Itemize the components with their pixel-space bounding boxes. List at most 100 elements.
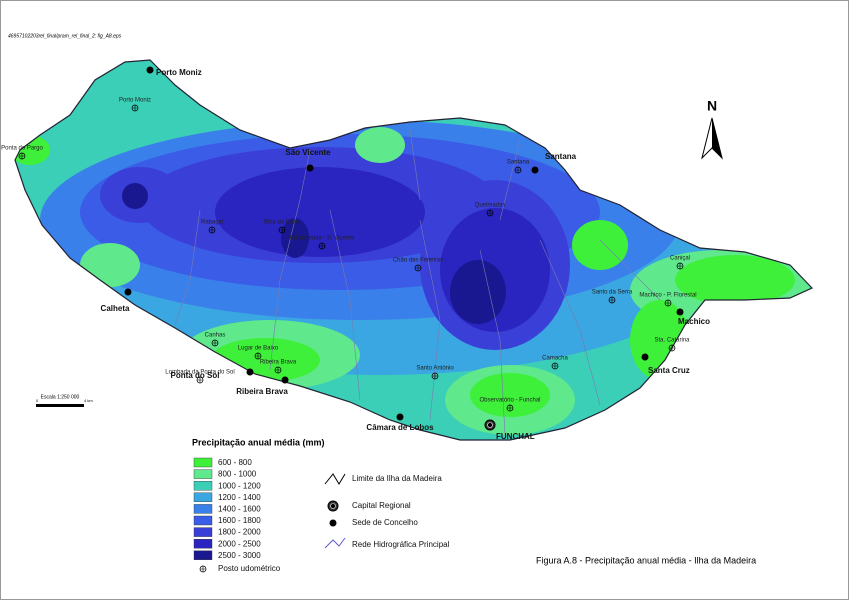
rivers	[174, 129, 661, 436]
station-label: Ponta do Pargo	[1, 146, 43, 152]
legend-label: 1800 - 2000	[218, 528, 261, 537]
station-label: Santo da Serra	[592, 290, 633, 296]
legend-swatch	[193, 504, 213, 514]
north-label: N	[707, 98, 717, 114]
town-marker	[641, 353, 649, 361]
legend-swatch	[193, 481, 213, 491]
station-label: Chão das Feiteiras	[393, 258, 443, 264]
station-marker	[432, 373, 438, 379]
station-label: Lugar de Baixo	[238, 346, 279, 352]
station-label: Ribeira Brava	[260, 360, 297, 366]
zone	[470, 373, 550, 417]
town-marker	[396, 413, 404, 421]
legend-label: Rede Hidrográfica Principal	[352, 540, 450, 549]
zone	[450, 260, 506, 324]
station-marker	[669, 345, 675, 351]
legend-label: 1000 - 1200	[218, 481, 261, 490]
town-marker	[676, 308, 684, 316]
caption: Figura A.8 - Precipitação anual média - …	[536, 555, 756, 565]
symbol-legend	[324, 473, 346, 549]
town-label: Ponta do Sol	[171, 371, 220, 380]
station-label: Santo António	[416, 366, 454, 372]
legend-label: 1200 - 1400	[218, 493, 261, 502]
legend-label: 1600 - 1800	[218, 516, 261, 525]
zone	[572, 220, 628, 270]
zone	[675, 255, 795, 305]
station-label: Santana	[507, 160, 530, 166]
station-marker	[200, 566, 206, 572]
legend-label: Sede de Concelho	[352, 518, 418, 527]
zone	[215, 167, 425, 257]
station-marker	[677, 263, 683, 269]
station-label: Rabaçal	[201, 220, 223, 226]
legend-title: Precipitação anual média (mm)	[192, 437, 325, 447]
town-marker	[124, 288, 132, 296]
station-label: Lombada da Ponta do Sol	[165, 370, 234, 376]
legend-swatch	[193, 457, 213, 468]
station-marker	[487, 210, 493, 216]
scale-title: Escala 1:250 000	[41, 394, 80, 400]
zone	[122, 183, 148, 209]
legend-swatch	[193, 527, 213, 537]
station-marker	[19, 153, 25, 159]
station-label: Canhas	[205, 333, 226, 339]
town-label: Santana	[545, 152, 577, 161]
capital-marker	[487, 422, 493, 428]
town-label: Machico	[678, 317, 710, 326]
legend-swatch	[193, 469, 213, 479]
station-label: Caniçal	[670, 256, 690, 262]
station-marker	[255, 353, 261, 359]
station-marker	[609, 297, 615, 303]
town-marker	[531, 166, 539, 174]
file-name: 46957102203rel_final/pram_rel_final_2: f…	[8, 33, 122, 39]
station-marker	[665, 300, 671, 306]
town-marker	[146, 66, 154, 74]
station-label: Machico - P. Florestal	[639, 293, 696, 299]
legend-label: Capital Regional	[352, 501, 411, 510]
legend-swatch	[193, 515, 213, 526]
town-label: Santa Cruz	[648, 366, 690, 375]
station-marker	[197, 377, 203, 383]
legend-label: 600 - 800	[218, 458, 252, 467]
station-label: Encumeada - S. Vicente	[290, 236, 355, 242]
legend-label: 2000 - 2500	[218, 539, 261, 548]
station-marker	[552, 363, 558, 369]
station-marker	[319, 243, 325, 249]
town-label: Porto Moniz	[156, 68, 202, 77]
station-marker	[275, 367, 281, 373]
legend-label: Posto udométrico	[218, 564, 281, 573]
station-label: Sta. Catarina	[654, 338, 690, 344]
town-label: FUNCHAL	[496, 432, 535, 441]
town-marker	[306, 164, 314, 172]
zone	[355, 127, 405, 163]
legend-swatch	[193, 492, 213, 502]
town-label: Calheta	[101, 304, 130, 313]
town-label: Câmara de Lobos	[366, 423, 434, 432]
station-marker	[132, 105, 138, 111]
scale-start: 0	[36, 398, 39, 403]
station-label: Camacha	[542, 356, 568, 362]
town-label: São Vicente	[285, 148, 331, 157]
scale-end: 4 km	[84, 398, 93, 403]
town-marker	[246, 368, 254, 376]
legend-swatch	[193, 550, 213, 560]
station-label: Bica da Cana	[264, 220, 301, 226]
station-marker	[415, 265, 421, 271]
station-label: Porto Moniz	[119, 98, 151, 104]
station-label: Queimadas	[475, 203, 506, 209]
legend-swatch	[193, 539, 213, 549]
legend-label: 2500 - 3000	[218, 551, 261, 560]
town-label: Ribeira Brava	[236, 387, 288, 396]
station-marker	[279, 227, 285, 233]
station-marker	[212, 340, 218, 346]
north-arrow: N	[701, 98, 723, 160]
station-marker	[209, 227, 215, 233]
town-marker	[281, 376, 289, 384]
station-marker	[515, 167, 521, 173]
scale-bar: Escala 1:250 000 0 4 km	[36, 394, 93, 407]
station-label: Observatório - Funchal	[479, 398, 540, 404]
station-marker	[507, 405, 513, 411]
legend-label: Limite da Ilha da Madeira	[352, 474, 442, 483]
legend-label: 1400 - 1600	[218, 505, 261, 514]
